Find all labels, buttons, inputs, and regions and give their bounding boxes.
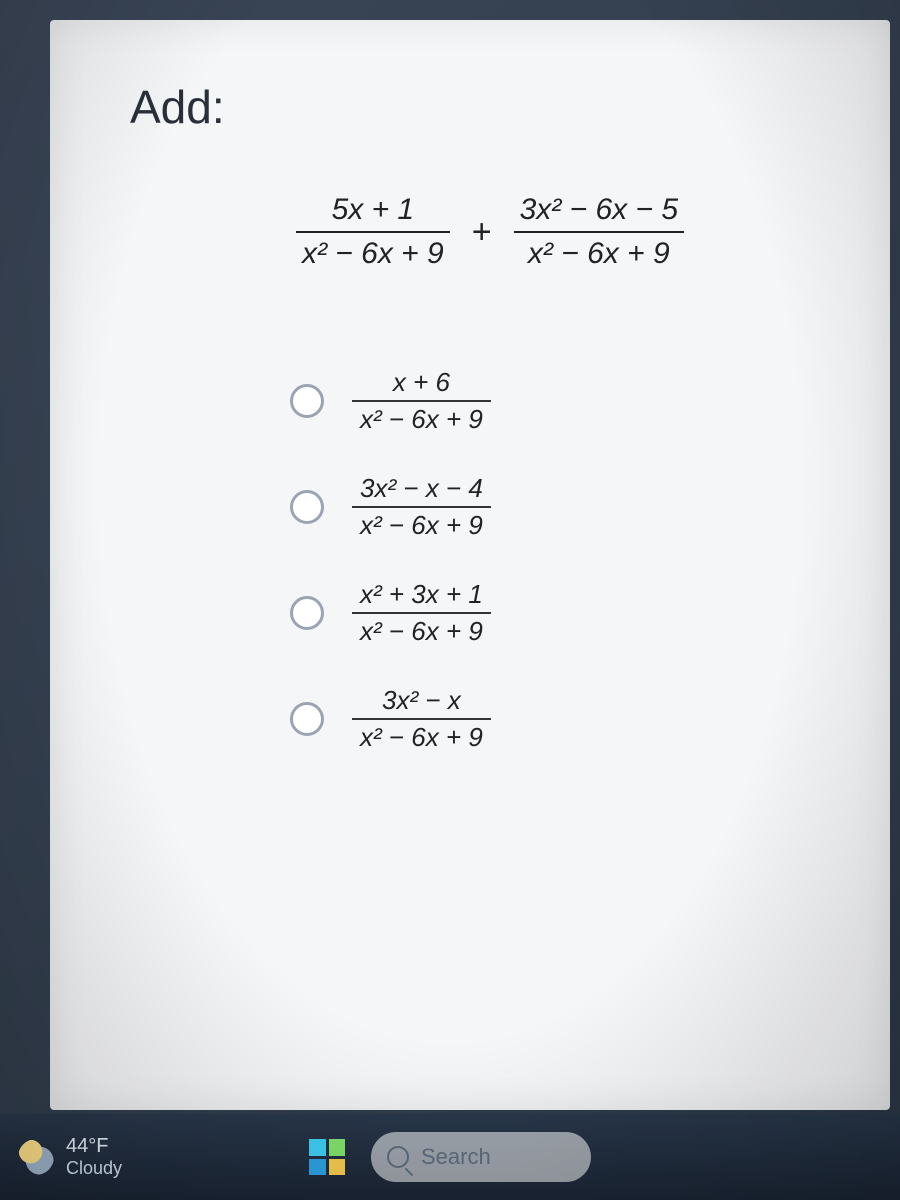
weather-temp: 44°F <box>66 1135 122 1158</box>
radio-icon[interactable] <box>290 384 324 418</box>
radio-icon[interactable] <box>290 596 324 630</box>
taskbar-search[interactable]: Search <box>371 1132 591 1182</box>
weather-icon <box>18 1139 54 1175</box>
radio-icon[interactable] <box>290 702 324 736</box>
search-placeholder: Search <box>421 1144 491 1170</box>
frac-numerator: 5x + 1 <box>326 189 421 231</box>
taskbar-center: Search <box>309 1132 591 1182</box>
option-fraction: 3x² − x − 4 x² − 6x + 9 <box>352 471 491 543</box>
answer-option[interactable]: 3x² − x − 4 x² − 6x + 9 <box>290 471 491 543</box>
answer-option[interactable]: x + 6 x² − 6x + 9 <box>290 365 491 437</box>
answer-option[interactable]: x² + 3x + 1 x² − 6x + 9 <box>290 577 491 649</box>
answer-option[interactable]: 3x² − x x² − 6x + 9 <box>290 683 491 755</box>
taskbar: 44°F Cloudy Search <box>0 1114 900 1200</box>
question-title: Add: <box>130 80 820 134</box>
frac-denominator: x² − 6x + 9 <box>352 614 491 649</box>
frac-denominator: x² − 6x + 9 <box>522 233 676 275</box>
frac-numerator: x² + 3x + 1 <box>352 577 491 612</box>
search-icon <box>387 1146 409 1168</box>
problem-fraction-right: 3x² − 6x − 5 x² − 6x + 9 <box>514 189 684 275</box>
radio-icon[interactable] <box>290 490 324 524</box>
option-fraction: 3x² − x x² − 6x + 9 <box>352 683 491 755</box>
start-button[interactable] <box>309 1139 345 1175</box>
problem-expression: 5x + 1 x² − 6x + 9 + 3x² − 6x − 5 x² − 6… <box>160 189 820 275</box>
problem-fraction-left: 5x + 1 x² − 6x + 9 <box>296 189 450 275</box>
frac-numerator: x + 6 <box>385 365 458 400</box>
answer-options: x + 6 x² − 6x + 9 3x² − x − 4 x² − 6x + … <box>290 365 820 755</box>
quiz-panel: Add: 5x + 1 x² − 6x + 9 + 3x² − 6x − 5 x… <box>50 20 890 1110</box>
frac-numerator: 3x² − x <box>374 683 469 718</box>
operator-plus: + <box>472 213 492 252</box>
weather-widget[interactable]: 44°F Cloudy <box>18 1135 122 1179</box>
frac-denominator: x² − 6x + 9 <box>352 720 491 755</box>
frac-numerator: 3x² − x − 4 <box>352 471 491 506</box>
frac-denominator: x² − 6x + 9 <box>296 233 450 275</box>
option-fraction: x + 6 x² − 6x + 9 <box>352 365 491 437</box>
weather-text: 44°F Cloudy <box>66 1135 122 1179</box>
option-fraction: x² + 3x + 1 x² − 6x + 9 <box>352 577 491 649</box>
frac-numerator: 3x² − 6x − 5 <box>514 189 684 231</box>
frac-denominator: x² − 6x + 9 <box>352 402 491 437</box>
weather-condition: Cloudy <box>66 1158 122 1179</box>
frac-denominator: x² − 6x + 9 <box>352 508 491 543</box>
